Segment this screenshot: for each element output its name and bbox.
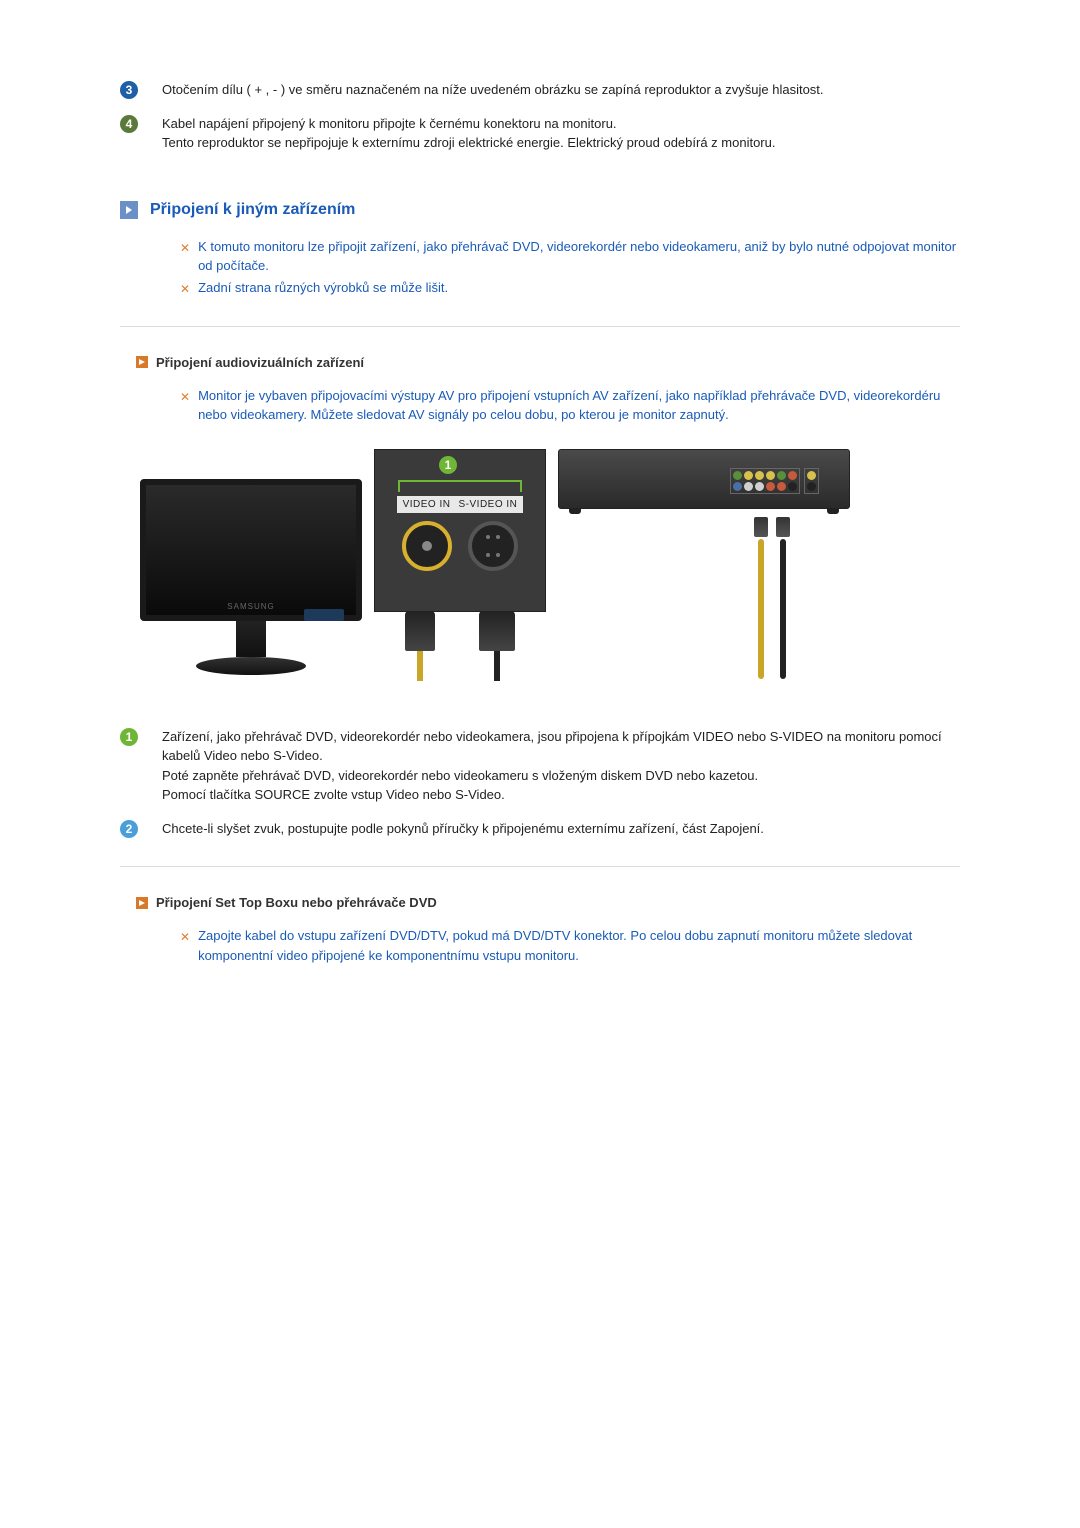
bullet-text: Zadní strana různých výrobků se může liš…: [198, 278, 960, 298]
svideo-in-label: S-VIDEO IN: [459, 499, 518, 510]
item-text: Otočením dílu ( + , - ) ve směru naznače…: [162, 80, 960, 100]
jack-row: [402, 521, 518, 571]
monitor-stand-base: [196, 657, 306, 675]
composite-jack-icon: [402, 521, 452, 571]
svideo-jack-icon: [468, 521, 518, 571]
item-text: Zařízení, jako přehrávač DVD, videorekor…: [162, 727, 960, 805]
bullet-item: ✕ K tomuto monitoru lze připojit zařízen…: [180, 237, 960, 276]
bullet-text: Zapojte kabel do vstupu zařízení DVD/DTV…: [198, 926, 960, 965]
divider: [120, 866, 960, 867]
arrow-block-icon: [120, 201, 138, 219]
bullet-text: Monitor je vybaven připojovacími výstupy…: [198, 386, 960, 425]
sub-heading-row: Připojení Set Top Boxu nebo přehrávače D…: [136, 895, 960, 910]
divider: [120, 326, 960, 327]
monitor-illustration: SAMSUNG: [140, 479, 362, 675]
connection-figure: SAMSUNG 1 VIDEO IN S-VIDEO IN: [140, 449, 960, 679]
sub-heading: Připojení audiovizuálních zařízení: [156, 355, 364, 370]
x-mark-icon: ✕: [180, 239, 190, 257]
yellow-plug-icon: [405, 611, 435, 651]
monitor-stand-neck: [236, 621, 266, 657]
connector-closeup: 1 VIDEO IN S-VIDEO IN: [374, 449, 546, 612]
black-plug-icon: [479, 611, 515, 651]
dvd-rear-panel: [730, 468, 819, 494]
dvd-cables: [618, 517, 790, 679]
dvd-jack-icon: [788, 471, 797, 480]
bullet-item: ✕ Monitor je vybaven připojovacími výstu…: [180, 386, 960, 425]
section-heading-row: Připojení k jiným zařízením: [120, 201, 960, 219]
item-text: Kabel napájení připojený k monitoru přip…: [162, 114, 960, 153]
dvd-jack-icon: [777, 482, 786, 491]
dvd-body: [558, 449, 850, 509]
dvd-jack-icon: [733, 482, 742, 491]
small-arrow-icon: [136, 897, 148, 909]
bullet-text: K tomuto monitoru lze připojit zařízení,…: [198, 237, 960, 276]
badge-2-icon: 2: [120, 820, 138, 838]
top-numbered-list: 3 Otočením dílu ( + , - ) ve směru nazna…: [120, 80, 960, 153]
x-mark-icon: ✕: [180, 928, 190, 946]
black-cable-icon: [780, 517, 790, 679]
numbered-item: 1 Zařízení, jako přehrávač DVD, videorek…: [120, 727, 960, 805]
dvd-jack-icon: [744, 471, 753, 480]
dvd-jack-icon: [733, 471, 742, 480]
bullet-item: ✕ Zapojte kabel do vstupu zařízení DVD/D…: [180, 926, 960, 965]
dvd-jack-icon: [788, 482, 797, 491]
badge-1-icon: 1: [439, 456, 457, 474]
badge-4-icon: 4: [120, 115, 138, 133]
bottom-numbered-list: 1 Zařízení, jako přehrávač DVD, videorek…: [120, 727, 960, 839]
bracket-icon: [398, 480, 522, 492]
x-mark-icon: ✕: [180, 388, 190, 406]
monitor-screen: SAMSUNG: [140, 479, 362, 621]
sub-heading: Připojení Set Top Boxu nebo přehrávače D…: [156, 895, 437, 910]
item-text: Chcete-li slyšet zvuk, postupujte podle …: [162, 819, 960, 839]
yellow-cable-icon: [758, 517, 768, 679]
dvd-jack-icon: [755, 482, 764, 491]
dvd-jack-icon: [807, 471, 816, 480]
page-root: 3 Otočením dílu ( + , - ) ve směru nazna…: [0, 0, 1080, 1069]
monitor-rear-connectors: [304, 609, 344, 621]
bullet-item: ✕ Zadní strana různých výrobků se může l…: [180, 278, 960, 298]
sub2-bullets: ✕ Zapojte kabel do vstupu zařízení DVD/D…: [180, 926, 960, 965]
numbered-item: 2 Chcete-li slyšet zvuk, postupujte podl…: [120, 819, 960, 839]
sub-heading-row: Připojení audiovizuálních zařízení: [136, 355, 960, 370]
x-mark-icon: ✕: [180, 280, 190, 298]
sub1-bullets: ✕ Monitor je vybaven připojovacími výstu…: [180, 386, 960, 425]
dvd-jack-icon: [766, 482, 775, 491]
dvd-jack-icon: [777, 471, 786, 480]
dvd-jack-icon: [755, 471, 764, 480]
dvd-jack-icon: [744, 482, 753, 491]
badge-1-icon: 1: [120, 728, 138, 746]
connector-label-strip: VIDEO IN S-VIDEO IN: [397, 496, 524, 513]
numbered-item: 4 Kabel napájení připojený k monitoru př…: [120, 114, 960, 153]
video-in-label: VIDEO IN: [403, 499, 451, 510]
numbered-item: 3 Otočením dílu ( + , - ) ve směru nazna…: [120, 80, 960, 100]
badge-3-icon: 3: [120, 81, 138, 99]
section-bullets: ✕ K tomuto monitoru lze připojit zařízen…: [180, 237, 960, 298]
dvd-jack-icon: [766, 471, 775, 480]
small-arrow-icon: [136, 356, 148, 368]
dvd-feet: [569, 508, 839, 514]
section-heading: Připojení k jiným zařízením: [150, 201, 355, 219]
monitor-brand-label: SAMSUNG: [227, 602, 274, 611]
dvd-jack-icon: [807, 482, 816, 491]
dvd-illustration: [558, 449, 850, 679]
